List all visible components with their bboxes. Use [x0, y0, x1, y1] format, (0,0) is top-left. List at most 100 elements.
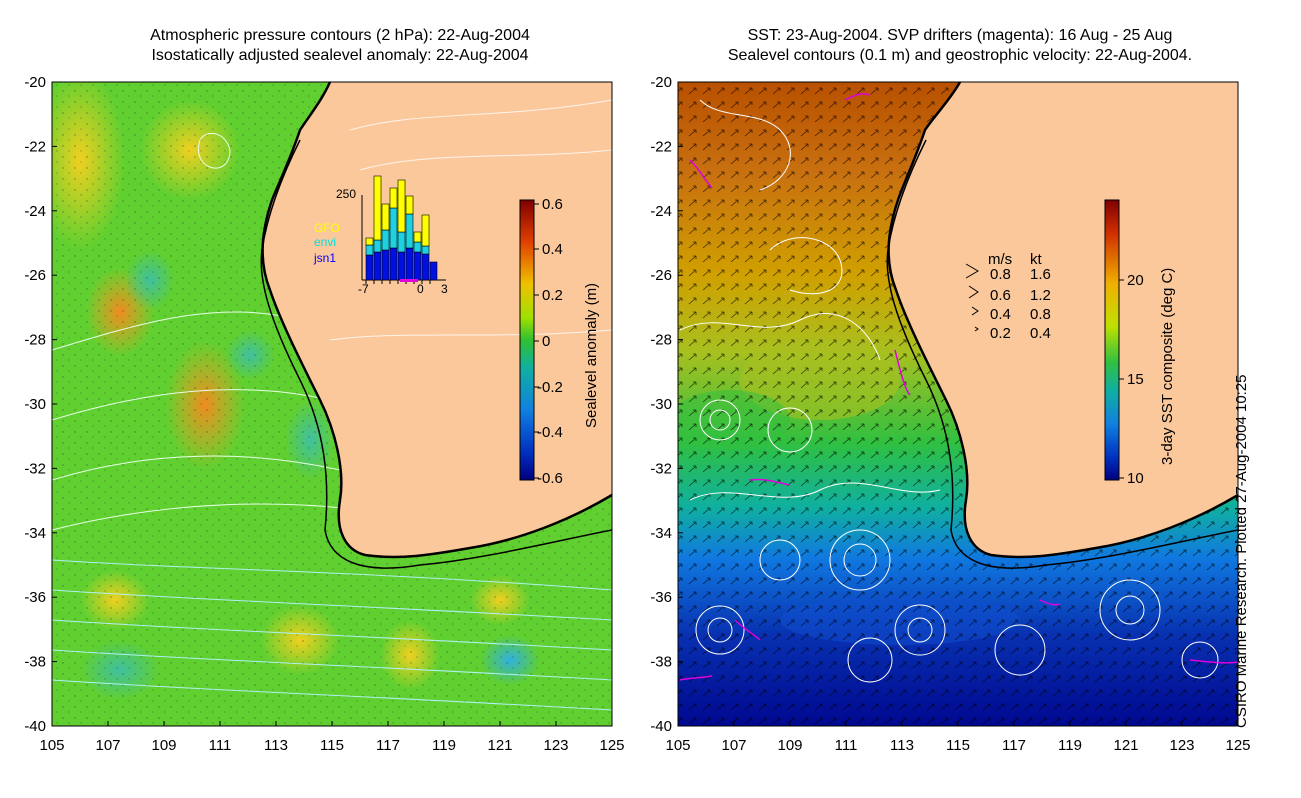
lat-tick-label: -20	[24, 74, 46, 91]
velocity-kt: 1.2	[1030, 287, 1051, 304]
arrow-scale-icon	[974, 326, 979, 332]
histogram-date-marker	[400, 279, 418, 282]
lat-tick-label: -30	[24, 396, 46, 413]
histogram-x-label-start: -7	[358, 282, 369, 296]
sst-tick: 10	[1127, 470, 1144, 487]
sla-tick: -0.4	[537, 424, 563, 441]
velocity-kt: 1.6	[1030, 266, 1051, 283]
sla-tick: 0	[542, 333, 550, 350]
sst-colorbar-ticks	[1119, 279, 1124, 479]
sst-tick: 15	[1127, 371, 1144, 388]
histogram-x-label-end: 3	[441, 282, 448, 296]
shelf-break-200m	[886, 139, 1238, 569]
lat-tick-label: -30	[650, 396, 672, 413]
sla-colorbar: 0.6 0.4 0.2 0 -0.2 -0.4 -0.6 Sealevel an…	[519, 196, 600, 487]
lon-tick-label: 105	[39, 737, 64, 754]
sst-tick: 20	[1127, 272, 1144, 289]
lon-tick-label: 115	[320, 737, 344, 754]
left-axes: -20 -22 -24 -26 -28 -30 -32 -34 -36 -38 -40 105 107 1…	[24, 74, 624, 754]
sla-tick: -0.6	[537, 470, 563, 487]
sla-tick: 0.2	[542, 287, 563, 304]
lat-tick-label: -28	[24, 332, 46, 349]
lat-tick-label: -24	[650, 203, 672, 220]
right-map	[678, 82, 1238, 726]
velocity-ms: 0.4	[990, 306, 1011, 323]
lon-tick-label: 107	[721, 737, 746, 754]
lon-tick-label: 119	[432, 737, 456, 754]
lon-tick-label: 115	[946, 737, 970, 754]
lon-tick-label: 123	[543, 737, 568, 754]
shelf-break-200m	[260, 139, 612, 569]
sla-colorbar-ramp	[519, 199, 535, 481]
lon-tick-label: 105	[665, 737, 690, 754]
lon-tick-label: 113	[890, 737, 914, 754]
velocity-ms: 0.8	[990, 266, 1011, 283]
lat-tick-label: -24	[24, 203, 46, 220]
legend-gfo: GFO	[314, 221, 340, 235]
lon-tick-label: 109	[151, 737, 176, 754]
histogram-ymax-label: 250	[336, 187, 356, 201]
lon-tick-label: 121	[1113, 737, 1138, 754]
velocity-ms: 0.6	[990, 287, 1011, 304]
lat-tick-label: -40	[24, 718, 46, 735]
svp-drifter-tracks	[679, 93, 1238, 681]
lat-tick-label: -34	[650, 525, 672, 542]
velocity-legend: m/s kt 0.8 1.6 0.6 1.2 0.4 0.8 0.2 0.4	[965, 251, 1051, 342]
arrow-scale-icon	[965, 263, 979, 279]
lon-tick-label: 125	[599, 737, 624, 754]
sla-colorbar-label: Sealevel anomaly (m)	[583, 283, 600, 428]
velocity-kt: 0.4	[1030, 325, 1051, 342]
sla-tick: 0.6	[542, 196, 563, 213]
lat-tick-label: -34	[24, 525, 46, 542]
velocity-header-kt: kt	[1030, 251, 1043, 268]
coastline	[261, 82, 612, 559]
altimeter-histogram-inset: 250 -7 0 3 GFO envi jsn1	[313, 175, 448, 296]
coastline	[887, 82, 1238, 559]
lat-tick-label: -32	[24, 460, 46, 477]
velocity-ms: 0.2	[990, 325, 1011, 342]
lat-tick-label: -28	[650, 332, 672, 349]
histogram-bars	[365, 175, 438, 281]
sla-colorbar-ticks	[534, 203, 539, 479]
velocity-kt: 0.8	[1030, 306, 1051, 323]
lat-tick-label: -36	[650, 589, 672, 606]
lon-tick-label: 113	[264, 737, 288, 754]
lat-tick-label: -40	[650, 718, 672, 735]
right-map-title: SST: 23-Aug-2004. SVP drifters (magenta)…	[660, 26, 1260, 66]
land-pressure-contours	[329, 99, 612, 341]
lat-tick-label: -22	[24, 138, 46, 155]
lat-tick-label: -38	[650, 654, 672, 671]
right-axes: -20 -22 -24 -26 -28 -30 -32 -34 -36 -38 -40 105 107 1…	[650, 74, 1250, 754]
lat-tick-label: -20	[650, 74, 672, 91]
lon-tick-label: 121	[487, 737, 512, 754]
legend-jsn1: jsn1	[313, 251, 336, 265]
right-title-line2: Sealevel contours (0.1 m) and geostrophi…	[727, 47, 1193, 64]
lon-tick-label: 119	[1058, 737, 1082, 754]
lon-tick-label: 117	[1002, 737, 1026, 754]
lat-tick-label: -32	[650, 460, 672, 477]
sst-colorbar-label: 3-day SST composite (deg C)	[1159, 268, 1176, 465]
lon-tick-label: 117	[376, 737, 400, 754]
arrow-scale-icon	[968, 285, 979, 299]
legend-envi: envi	[314, 235, 336, 249]
lat-tick-label: -26	[24, 267, 46, 284]
lat-tick-label: -38	[24, 654, 46, 671]
credit-footer: CSIRO Marine Research. Plotted 27-Aug-20…	[1233, 374, 1250, 728]
lat-tick-label: -22	[650, 138, 672, 155]
lat-tick-label: -26	[650, 267, 672, 284]
arrow-scale-icon	[971, 306, 979, 316]
sla-tick: -0.2	[537, 379, 563, 396]
sealevel-contours	[679, 99, 1219, 683]
lon-tick-label: 107	[95, 737, 120, 754]
sst-colorbar: 20 15 10 3-day SST composite (deg C)	[1104, 199, 1176, 487]
australia-landmass	[888, 82, 1238, 558]
lon-tick-label: 111	[209, 737, 232, 754]
right-title-line1: SST: 23-Aug-2004. SVP drifters (magenta)…	[747, 27, 1173, 44]
velocity-header-ms: m/s	[988, 251, 1012, 268]
lon-tick-label: 125	[1225, 737, 1250, 754]
left-title-line1: Atmospheric pressure contours (2 hPa): 2…	[150, 27, 530, 44]
lon-tick-label: 123	[1169, 737, 1194, 754]
sla-tick: 0.4	[542, 241, 563, 258]
left-map-title: Atmospheric pressure contours (2 hPa): 2…	[60, 26, 620, 66]
